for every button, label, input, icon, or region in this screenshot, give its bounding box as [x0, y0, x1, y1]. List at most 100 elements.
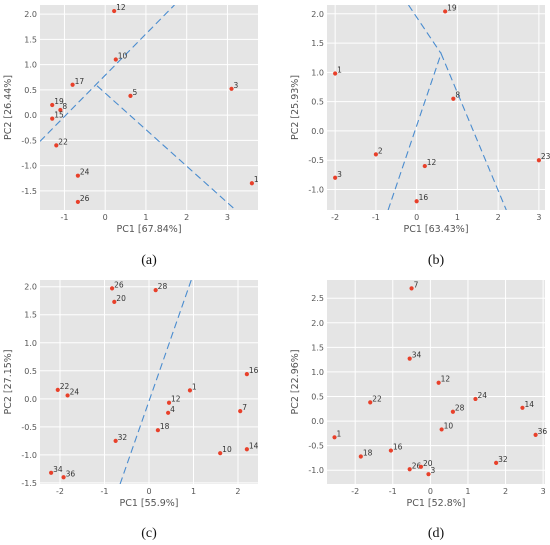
point-label: 32	[118, 433, 128, 442]
y-axis-label: PC2 [26.44%]	[3, 75, 14, 140]
data-point	[55, 387, 60, 392]
data-point	[244, 447, 249, 452]
point-label: 8	[455, 91, 460, 100]
y-tick-label: 2.0	[24, 283, 37, 292]
y-tick-label: -0.5	[308, 156, 324, 165]
x-tick-label: 1	[143, 213, 148, 222]
y-tick-label: 0.0	[24, 395, 37, 404]
y-tick-label: -1.0	[21, 451, 37, 460]
data-point	[422, 163, 427, 169]
point-label: 1	[192, 382, 197, 391]
point-label: 3	[234, 81, 239, 90]
y-tick-label: 2.5	[311, 294, 324, 303]
point-label: 22	[60, 382, 70, 391]
y-tick-label: -1.0	[308, 186, 324, 195]
y-tick-label: 2.0	[311, 10, 324, 19]
y-tick-label: 0.5	[24, 367, 37, 376]
point-label: 24	[477, 391, 487, 400]
point-label: 20	[116, 294, 126, 303]
data-point	[112, 299, 117, 304]
decision-boundary	[40, 5, 175, 142]
x-axis-label: PC1 [63.43%]	[403, 224, 468, 235]
y-tick-label: 2.0	[24, 10, 37, 19]
x-tick-label: 3	[225, 213, 230, 222]
y-tick-label: -0.5	[21, 423, 37, 432]
x-tick-label: 1	[465, 487, 470, 496]
point-label: 15	[54, 111, 64, 120]
point-label: 12	[171, 395, 181, 404]
x-axis-label: PC1 [67.84%]	[116, 224, 181, 235]
y-tick-label: -1.0	[308, 466, 324, 475]
data-point	[333, 71, 338, 76]
point-label: 16	[419, 193, 429, 202]
chart-panel-2: -2 -1 0 1 2-1.5-1.0-0.50.00.51.01.52.0 26 2820…	[3, 280, 259, 541]
decision-boundary	[119, 280, 192, 484]
plot-area	[327, 5, 545, 210]
chart-panel-1: -2 -1 0 1 2 3-1.0-0.50.00.51.01.52.0191821223…	[290, 3, 550, 268]
data-point	[112, 8, 117, 14]
x-tick-label: 0	[146, 487, 151, 496]
y-tick-label: 1.5	[24, 311, 37, 320]
point-label: 16	[249, 366, 259, 375]
x-tick-label: 0	[428, 487, 433, 496]
data-point	[494, 460, 499, 465]
point-label: 19	[54, 97, 64, 106]
data-point	[75, 173, 80, 178]
y-axis-label: PC2 [22.96%]	[290, 349, 301, 414]
point-label: 12	[116, 3, 126, 12]
point-label: 18	[363, 448, 373, 457]
data-point	[388, 448, 393, 453]
point-label: 12	[441, 375, 451, 384]
point-label: 14	[524, 400, 534, 409]
data-point	[244, 372, 249, 377]
data-point	[113, 57, 118, 62]
panel-caption: (a)	[141, 253, 157, 268]
x-tick-label: -1	[372, 213, 380, 222]
x-tick-label: 2	[496, 213, 501, 222]
data-point	[418, 464, 424, 469]
point-label: 12	[427, 158, 437, 167]
point-label: 26	[412, 461, 422, 470]
x-tick-label: -1	[60, 213, 68, 222]
data-point	[49, 470, 54, 475]
data-point	[439, 427, 444, 432]
data-point	[65, 393, 70, 398]
point-label: 28	[158, 282, 168, 291]
point-label: 26	[80, 194, 90, 203]
y-tick-label: 0.0	[311, 127, 324, 136]
point-label: 24	[80, 168, 90, 177]
point-label: 32	[498, 455, 508, 464]
data-point	[70, 82, 75, 87]
x-tick-label: 2	[235, 487, 240, 496]
data-point	[520, 405, 525, 410]
y-tick-label: -0.5	[21, 136, 37, 145]
y-tick-label: 0.0	[24, 111, 37, 120]
x-tick-label: -2	[331, 213, 339, 222]
data-point	[166, 410, 171, 415]
data-point	[128, 93, 133, 98]
x-tick-label: -1	[389, 487, 397, 496]
y-tick-label: 1.0	[24, 61, 37, 70]
data-point	[426, 472, 431, 477]
point-label: 4	[170, 405, 175, 414]
y-tick-label: -1.0	[21, 162, 37, 171]
data-point	[50, 102, 55, 108]
point-label: 16	[393, 443, 403, 452]
point-label: 3	[430, 466, 435, 475]
point-label: 3	[337, 170, 342, 179]
x-tick-label: -2	[56, 487, 64, 496]
y-axis-label: PC2 [27.15%]	[3, 349, 14, 414]
data-point	[451, 96, 456, 101]
data-point	[373, 152, 378, 157]
y-tick-label: -0.5	[308, 442, 324, 451]
point-label: 14	[249, 441, 259, 450]
y-tick-label: 1.5	[311, 343, 324, 352]
y-tick-label: -1.5	[21, 479, 37, 488]
y-axis-label: PC2 [25.93%]	[290, 75, 301, 140]
y-tick-label: -1.5	[21, 187, 37, 196]
point-label: 1	[337, 66, 342, 75]
data-point	[473, 396, 478, 402]
y-tick-label: 0.5	[311, 393, 324, 402]
panel-caption: (b)	[428, 253, 445, 268]
